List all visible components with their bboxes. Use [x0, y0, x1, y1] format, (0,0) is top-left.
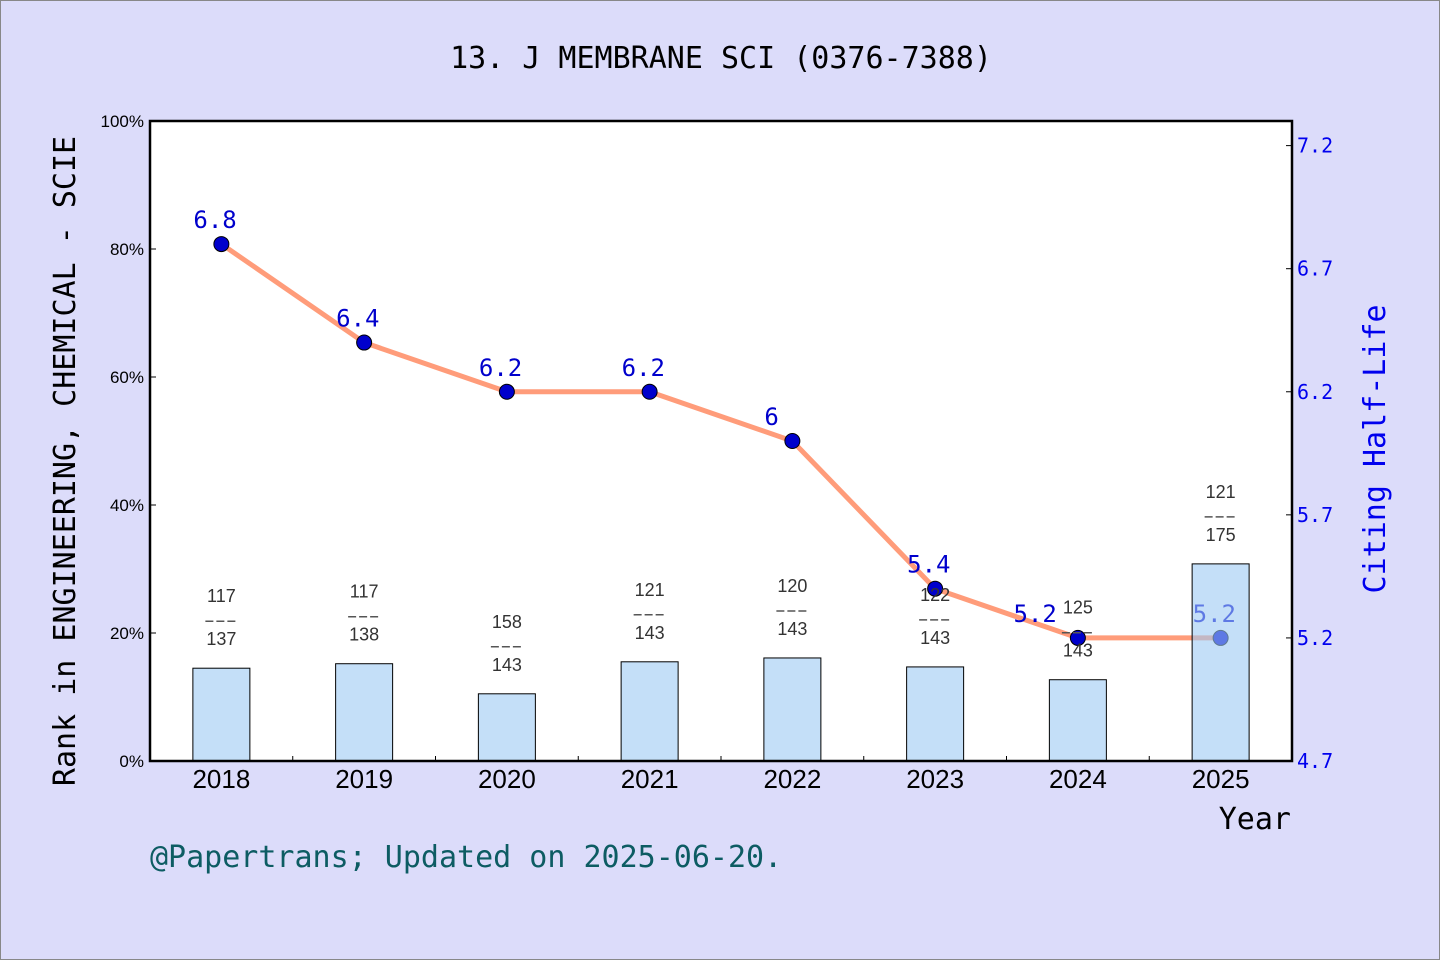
bar-rank-label: 117	[207, 586, 236, 606]
x-tick-label: 2023	[906, 764, 964, 794]
x-tick-label: 2022	[763, 764, 821, 794]
left-tick-label: 80%	[110, 240, 144, 259]
right-tick-label: 6.2	[1297, 380, 1333, 404]
line-point	[213, 236, 230, 253]
right-tick-label: 5.2	[1297, 626, 1333, 650]
line-point-label: 6	[764, 403, 778, 431]
bar-total-label: 143	[777, 619, 807, 639]
plot-area	[150, 121, 1292, 761]
line-point-label: 6.4	[336, 305, 379, 333]
rank-bar	[763, 657, 822, 762]
footer-credit: @Papertrans; Updated on 2025-06-20.	[150, 840, 782, 875]
rank-bar	[192, 667, 251, 762]
y-axis-right-label: Citing Half-Life	[1358, 305, 1393, 594]
left-tick-label: 0%	[119, 752, 144, 771]
bar-rank-label: 120	[777, 576, 807, 596]
rank-bar	[477, 693, 536, 762]
x-tick-label: 2025	[1192, 764, 1250, 794]
line-point-label: 6.8	[193, 206, 236, 234]
right-tick-label: 4.7	[1297, 749, 1333, 773]
x-tick-label: 2024	[1049, 764, 1107, 794]
rank-bar	[620, 661, 679, 762]
bar-rank-label: 121	[635, 580, 665, 600]
x-tick-label: 2020	[478, 764, 536, 794]
bar-total-label: 143	[1063, 641, 1093, 661]
line-point	[1069, 629, 1086, 646]
bar-total-label: 143	[492, 655, 522, 675]
right-tick-label: 7.2	[1297, 134, 1333, 158]
rank-bar	[906, 666, 965, 762]
x-tick-label: 2019	[335, 764, 393, 794]
left-tick-label: 20%	[110, 624, 144, 643]
line-point-label: 5.2	[1013, 600, 1056, 628]
bar-total-label: 137	[206, 629, 236, 649]
bar-rank-label: 117	[350, 582, 379, 602]
rank-bar	[1191, 563, 1250, 762]
bar-rank-label: 125	[1063, 598, 1093, 618]
line-point	[356, 334, 373, 351]
line-point	[927, 580, 944, 597]
bar-rank-label: 122	[920, 585, 950, 605]
bar-total-label: 175	[1206, 525, 1236, 545]
right-tick-label: 5.7	[1297, 503, 1333, 527]
y-axis-left-label: Rank in ENGINEERING, CHEMICAL - SCIE	[48, 136, 83, 786]
bar-rank-label: 121	[1206, 482, 1236, 502]
left-tick-label: 40%	[110, 496, 144, 515]
line-point	[784, 433, 801, 449]
chart-title: 13. J MEMBRANE SCI (0376-7388)	[450, 41, 992, 76]
bar-total-label: 143	[920, 628, 950, 648]
line-point	[498, 383, 515, 400]
x-tick-label: 2021	[621, 764, 679, 794]
rank-bar	[1048, 679, 1107, 762]
rank-bar	[335, 663, 394, 762]
line-point-label: 6.2	[622, 354, 665, 382]
line-point	[641, 383, 658, 400]
citing-half-life-line	[219, 242, 1221, 641]
bar-rank-label: 158	[492, 612, 522, 632]
right-tick-label: 6.7	[1297, 257, 1333, 281]
line-point-label: 6.2	[479, 354, 522, 382]
x-tick-label: 2018	[192, 764, 250, 794]
bar-total-label: 138	[349, 625, 379, 645]
line-point-label: 5.4	[907, 551, 950, 579]
left-tick-label: 60%	[110, 368, 144, 387]
left-tick-label: 100%	[101, 112, 144, 131]
bar-total-label: 143	[635, 623, 665, 643]
x-axis-label: Year	[1219, 802, 1291, 837]
